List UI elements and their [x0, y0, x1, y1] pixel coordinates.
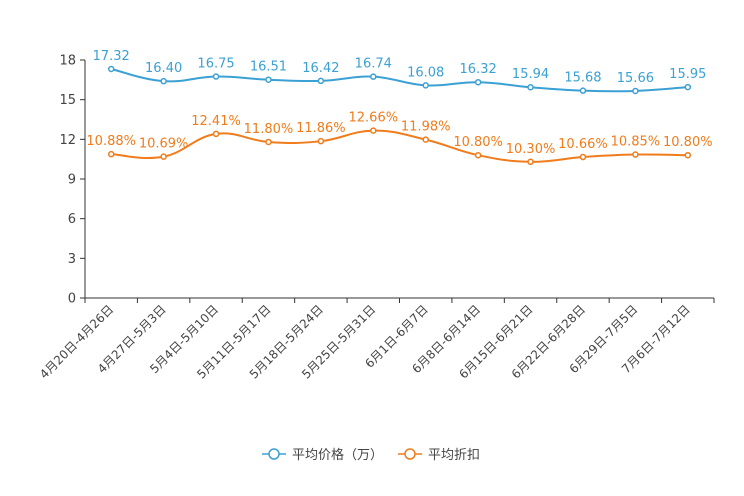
data-label: 17.32: [93, 49, 130, 64]
legend-item-2[interactable]: 平均折扣: [398, 448, 480, 463]
data-point[interactable]: [632, 87, 639, 95]
data-label: 16.08: [407, 65, 444, 80]
data-point[interactable]: [370, 73, 377, 80]
data-point[interactable]: [317, 77, 325, 85]
data-label: 15.68: [564, 71, 601, 86]
series-line-2: [111, 129, 688, 163]
data-point[interactable]: [527, 83, 534, 91]
data-point[interactable]: [632, 151, 639, 158]
data-point[interactable]: [160, 153, 167, 160]
data-label: 10.66%: [558, 137, 608, 152]
data-label: 11.98%: [401, 120, 451, 135]
chart-legend[interactable]: 平均价格（万） 平均折扣: [262, 447, 480, 463]
data-label: 10.80%: [453, 135, 503, 150]
data-label: 12.66%: [349, 111, 399, 126]
data-label: 11.80%: [244, 122, 294, 137]
y-tick-label: 15: [59, 93, 76, 108]
data-point[interactable]: [160, 77, 167, 85]
data-point[interactable]: [107, 150, 115, 158]
data-label: 15.66: [617, 71, 654, 86]
data-label: 10.80%: [663, 135, 713, 150]
data-label: 16.51: [250, 60, 287, 75]
data-label: 12.41%: [191, 114, 241, 129]
data-point[interactable]: [474, 78, 482, 86]
data-point[interactable]: [212, 73, 220, 80]
chart-data-labels: 17.32 16.40 16.75 16.51 16.42 16.74 16.08 16.32…: [86, 49, 712, 157]
y-tick-label: 18: [59, 54, 76, 69]
legend-marker: [268, 448, 280, 460]
data-label: 16.74: [355, 57, 392, 72]
data-label: 15.95: [669, 67, 706, 82]
series-line-1: [110, 68, 688, 93]
data-point[interactable]: [422, 136, 429, 143]
data-point[interactable]: [370, 127, 377, 134]
data-point[interactable]: [527, 158, 534, 166]
y-tick-label: 9: [68, 173, 76, 188]
chart-series: [107, 65, 692, 166]
data-label: 11.86%: [296, 121, 346, 136]
data-point[interactable]: [212, 130, 220, 138]
y-tick-label: 3: [68, 252, 76, 267]
data-point[interactable]: [265, 138, 272, 146]
data-point[interactable]: [422, 82, 429, 89]
data-label: 16.75: [197, 57, 234, 72]
data-label: 10.85%: [611, 135, 661, 150]
data-point[interactable]: [684, 151, 692, 159]
data-point[interactable]: [579, 87, 587, 94]
data-label: 10.30%: [506, 142, 556, 157]
y-tick-label: 0: [68, 292, 76, 307]
data-label: 16.32: [460, 62, 497, 77]
data-label: 15.94: [512, 67, 549, 82]
legend-item-1[interactable]: 平均价格（万）: [262, 447, 383, 463]
data-label: 16.42: [302, 61, 339, 76]
legend-marker: [404, 448, 416, 460]
data-label: 10.69%: [139, 137, 189, 152]
legend-label: 平均价格（万）: [292, 447, 383, 463]
data-point[interactable]: [474, 151, 482, 159]
data-point[interactable]: [107, 65, 115, 73]
data-point[interactable]: [579, 153, 587, 161]
data-point[interactable]: [684, 83, 692, 91]
y-tick-label: 6: [68, 212, 76, 227]
legend-label: 平均折扣: [428, 448, 480, 463]
y-tick-label: 12: [59, 133, 76, 148]
data-point[interactable]: [317, 137, 325, 145]
chart-axes: 03691215184月20日-4月26日4月27日-5月3日5月4日-5月10…: [37, 54, 715, 382]
data-label: 10.88%: [86, 134, 136, 149]
data-label: 16.40: [145, 61, 182, 76]
data-point[interactable]: [265, 76, 272, 83]
